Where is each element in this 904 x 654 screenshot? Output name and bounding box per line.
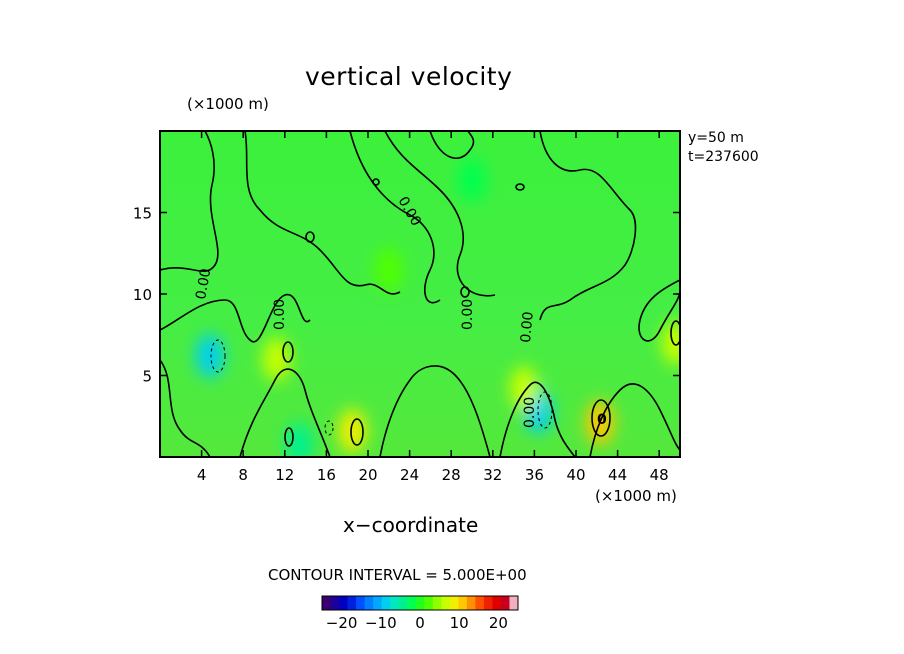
colorbar-tick-label: 10 — [450, 614, 469, 632]
contour-interval-text: CONTOUR INTERVAL = 5.000E+00 — [268, 566, 527, 584]
colorbar-swatch — [347, 596, 357, 610]
x-tick-label: 36 — [525, 466, 544, 484]
x-tick-label: 12 — [275, 466, 294, 484]
contour-zero-line — [349, 131, 441, 304]
contour-zero-line — [429, 131, 475, 159]
contour-zero-line — [589, 383, 680, 457]
x-tick-label: 44 — [608, 466, 627, 484]
y-axis-unit: (×1000 m) — [187, 95, 269, 113]
contour-downdraft — [210, 339, 226, 373]
colorbar-swatch — [458, 596, 468, 610]
contour-small — [305, 231, 315, 243]
x-tick-label: 40 — [566, 466, 585, 484]
y-tick-label: 15 — [133, 205, 152, 223]
contour-updraft — [591, 399, 611, 437]
x-axis-unit: (×1000 m) — [595, 487, 677, 505]
colorbar-swatch — [339, 596, 348, 610]
colorbar-tick-label: −20 — [326, 614, 358, 632]
chart-title: vertical velocity — [305, 62, 513, 91]
contour-zero-line — [160, 131, 219, 272]
contour-zero-line — [239, 368, 331, 457]
x-tick-label: 32 — [483, 466, 502, 484]
colorbar-swatch — [398, 596, 408, 610]
contour-zero-line — [244, 131, 401, 295]
colorbar-swatch — [492, 596, 502, 610]
field-cell — [510, 366, 538, 411]
colorbar-swatch — [381, 596, 391, 610]
colorbar-tick-label: 0 — [415, 614, 425, 632]
contour-updraft — [282, 341, 294, 363]
x-axis-label: x−coordinate — [343, 513, 479, 537]
y-axis: 5 10 15 — [133, 205, 680, 386]
contour-cell-label: 0 — [597, 412, 607, 428]
colorbar-swatch — [356, 596, 366, 610]
contour-label: 0.00 — [272, 299, 288, 330]
colorbar-frame — [321, 595, 519, 611]
colorbar-swatch — [364, 596, 374, 610]
contour-small — [515, 183, 525, 191]
contour-label: 0.00 — [522, 397, 538, 428]
colorbar-tick-label: 20 — [489, 614, 508, 632]
field-cell — [661, 320, 680, 365]
contour-label: 0.00 — [193, 267, 214, 300]
contour-zero-line — [499, 381, 576, 457]
colorbar: −20 −10 0 10 20 — [321, 595, 519, 632]
field-cell — [458, 157, 486, 202]
x-tick-label: 4 — [197, 466, 207, 484]
colorbar-swatch — [483, 596, 493, 610]
contour-label: 0.00 — [518, 311, 537, 343]
contour-small — [460, 286, 470, 298]
contour-zero-line — [384, 131, 496, 297]
x-axis: 4 8 12 16 20 24 28 32 36 40 44 48 — [197, 131, 669, 484]
colorbar-swatch — [466, 596, 476, 610]
field-cell — [195, 333, 224, 378]
contour-small — [372, 178, 380, 186]
contour-zero-line — [160, 294, 311, 343]
x-tick-label: 20 — [358, 466, 377, 484]
contour-updraft — [284, 427, 294, 447]
contour-downdraft — [537, 391, 553, 429]
colorbar-swatch — [390, 596, 400, 610]
contour-updraft — [670, 320, 680, 346]
colorbar-swatch — [322, 596, 331, 610]
colorbar-swatch — [432, 596, 442, 610]
colorbar-swatch — [475, 596, 485, 610]
colorbar-swatch — [330, 596, 340, 610]
x-tick-label: 48 — [650, 466, 669, 484]
y-tick-label: 5 — [142, 368, 152, 386]
x-tick-label: 8 — [238, 466, 248, 484]
field-cell — [374, 247, 403, 292]
contour-downdraft — [324, 420, 334, 436]
field-shading — [195, 157, 680, 457]
x-tick-label: 28 — [442, 466, 461, 484]
contour-zero-line — [539, 131, 637, 321]
colorbar-swatch — [441, 596, 451, 610]
contour-zero-line — [638, 279, 680, 342]
y-tick-label: 10 — [133, 286, 152, 304]
contour-zero-line — [379, 365, 491, 457]
annotation-time: t=237600 — [688, 149, 759, 165]
colorbar-swatch — [500, 596, 510, 610]
colorbar-swatch — [509, 596, 519, 610]
colorbar-swatch — [424, 596, 434, 610]
colorbar-swatch — [373, 596, 383, 610]
colorbar-swatch — [415, 596, 425, 610]
contour-label: 0.00 — [460, 299, 476, 330]
field-background — [160, 131, 680, 457]
contour-updraft — [350, 418, 364, 446]
annotation-y-location: y=50 m — [688, 130, 744, 146]
contour-zero-line — [160, 359, 211, 457]
colorbar-swatch — [407, 596, 417, 610]
x-tick-label: 16 — [317, 466, 336, 484]
contour-lines — [160, 131, 680, 457]
field-cell — [262, 337, 291, 382]
x-tick-label: 24 — [400, 466, 419, 484]
colorbar-swatch — [449, 596, 459, 610]
colorbar-tick-label: −10 — [365, 614, 397, 632]
